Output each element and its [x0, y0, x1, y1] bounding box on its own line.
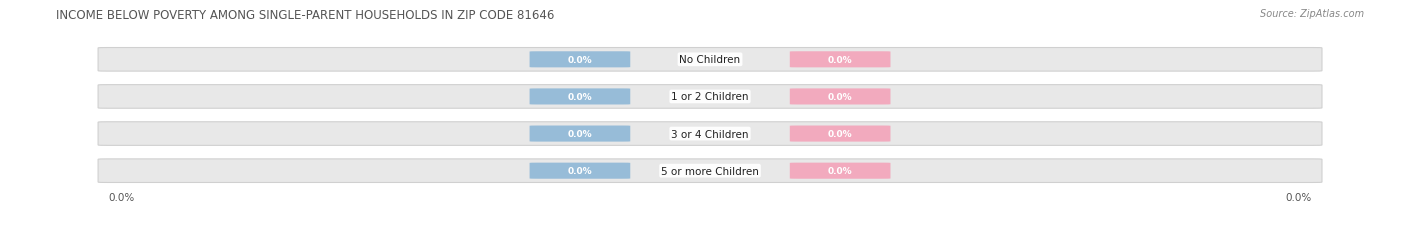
Text: 0.0%: 0.0% — [568, 130, 592, 138]
Text: 0.0%: 0.0% — [1285, 193, 1312, 203]
Text: 1 or 2 Children: 1 or 2 Children — [671, 92, 749, 102]
Text: 3 or 4 Children: 3 or 4 Children — [671, 129, 749, 139]
FancyBboxPatch shape — [790, 126, 890, 142]
Text: 0.0%: 0.0% — [828, 56, 852, 64]
Text: 0.0%: 0.0% — [568, 56, 592, 64]
Text: 0.0%: 0.0% — [828, 93, 852, 101]
FancyBboxPatch shape — [790, 52, 890, 68]
Text: 0.0%: 0.0% — [568, 93, 592, 101]
FancyBboxPatch shape — [98, 159, 1322, 183]
Text: 0.0%: 0.0% — [828, 167, 852, 175]
FancyBboxPatch shape — [530, 52, 630, 68]
FancyBboxPatch shape — [530, 89, 630, 105]
FancyBboxPatch shape — [790, 89, 890, 105]
Text: 0.0%: 0.0% — [568, 167, 592, 175]
Text: INCOME BELOW POVERTY AMONG SINGLE-PARENT HOUSEHOLDS IN ZIP CODE 81646: INCOME BELOW POVERTY AMONG SINGLE-PARENT… — [56, 9, 554, 22]
FancyBboxPatch shape — [98, 48, 1322, 72]
FancyBboxPatch shape — [98, 122, 1322, 146]
FancyBboxPatch shape — [790, 163, 890, 179]
FancyBboxPatch shape — [530, 163, 630, 179]
FancyBboxPatch shape — [530, 126, 630, 142]
Text: 0.0%: 0.0% — [828, 130, 852, 138]
Text: 5 or more Children: 5 or more Children — [661, 166, 759, 176]
Text: No Children: No Children — [679, 55, 741, 65]
Text: 0.0%: 0.0% — [108, 193, 135, 203]
FancyBboxPatch shape — [98, 85, 1322, 109]
Text: Source: ZipAtlas.com: Source: ZipAtlas.com — [1260, 9, 1364, 19]
